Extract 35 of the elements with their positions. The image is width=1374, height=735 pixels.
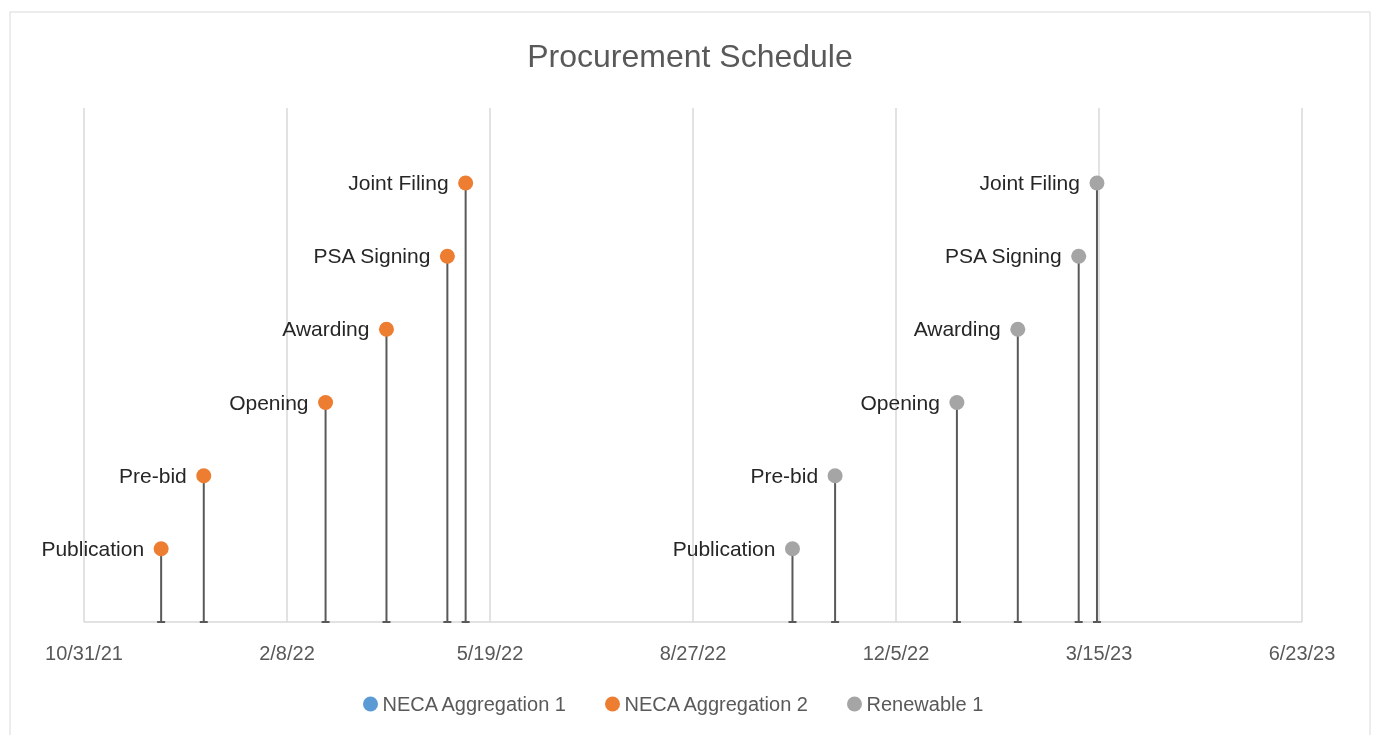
chart-title: Procurement Schedule xyxy=(527,38,853,74)
annotation: Opening xyxy=(229,390,309,414)
point xyxy=(378,321,394,337)
x-tick-label: 8/27/22 xyxy=(659,642,727,664)
point xyxy=(318,395,334,410)
point xyxy=(784,541,800,557)
point xyxy=(439,248,455,264)
annotation: Opening xyxy=(860,390,940,414)
annotation: Publication xyxy=(672,536,776,560)
annotation: PSA Signing xyxy=(313,244,431,268)
point xyxy=(827,468,843,484)
x-tick-label: 3/15/23 xyxy=(1065,642,1133,664)
point xyxy=(1010,321,1026,337)
point xyxy=(153,541,169,557)
legend-label: Renewable 1 xyxy=(866,693,984,715)
annotation: Joint Filing xyxy=(979,171,1080,194)
point xyxy=(1071,248,1087,264)
annotation: Awarding xyxy=(913,317,1001,341)
annotation: Pre-bid xyxy=(119,463,187,487)
legend-label: NECA Aggregation 1 xyxy=(382,693,566,715)
point xyxy=(949,395,965,410)
legend-label: NECA Aggregation 2 xyxy=(624,693,808,715)
x-tick-label: 6/23/23 xyxy=(1268,642,1336,664)
annotation: PSA Signing xyxy=(944,244,1062,268)
annotation: Pre-bid xyxy=(750,463,819,487)
x-tick-label: 2/8/22 xyxy=(259,642,315,664)
annotation: Joint Filing xyxy=(348,171,449,194)
x-tick-label: 10/31/21 xyxy=(45,642,123,664)
annotation: Publication xyxy=(41,536,145,560)
point xyxy=(1089,175,1105,191)
point xyxy=(196,468,212,484)
annotation: Awarding xyxy=(282,317,370,341)
x-tick-label: 12/5/22 xyxy=(862,642,930,664)
x-tick-label: 5/19/22 xyxy=(456,642,524,664)
point xyxy=(458,175,474,191)
